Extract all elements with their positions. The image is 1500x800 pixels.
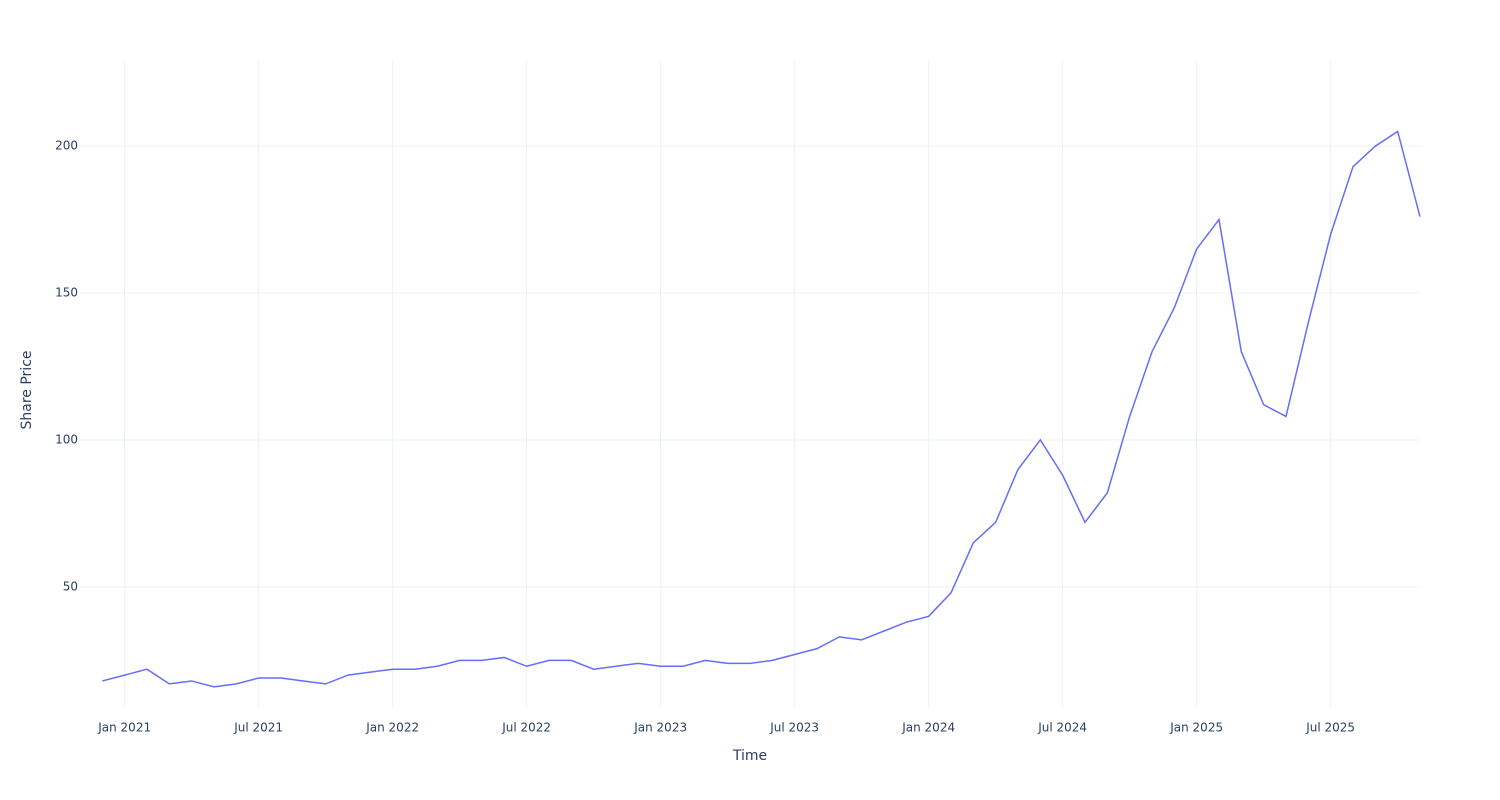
x-tick-label: Jul 2023 xyxy=(769,721,819,735)
y-axis-title: Share Price xyxy=(19,350,35,429)
price-line xyxy=(102,130,1421,688)
x-tick-label: Jan 2023 xyxy=(633,721,687,735)
x-tick-label: Jan 2025 xyxy=(1169,721,1223,735)
y-tick-label: 50 xyxy=(63,579,78,593)
x-tick-label: Jan 2021 xyxy=(97,721,151,735)
y-tick-label: 100 xyxy=(55,432,78,446)
x-tick-label: Jan 2024 xyxy=(901,721,955,735)
x-tick-label: Jul 2024 xyxy=(1037,721,1087,735)
y-tick-label: 200 xyxy=(55,139,78,153)
y-tick-label: 150 xyxy=(55,286,78,300)
x-tick-label: Jul 2025 xyxy=(1305,721,1355,735)
x-tick-label: Jan 2022 xyxy=(365,721,419,735)
x-tick-label: Jul 2021 xyxy=(233,721,283,735)
x-tick-label: Jul 2022 xyxy=(501,721,551,735)
x-axis-title: Time xyxy=(732,748,767,764)
